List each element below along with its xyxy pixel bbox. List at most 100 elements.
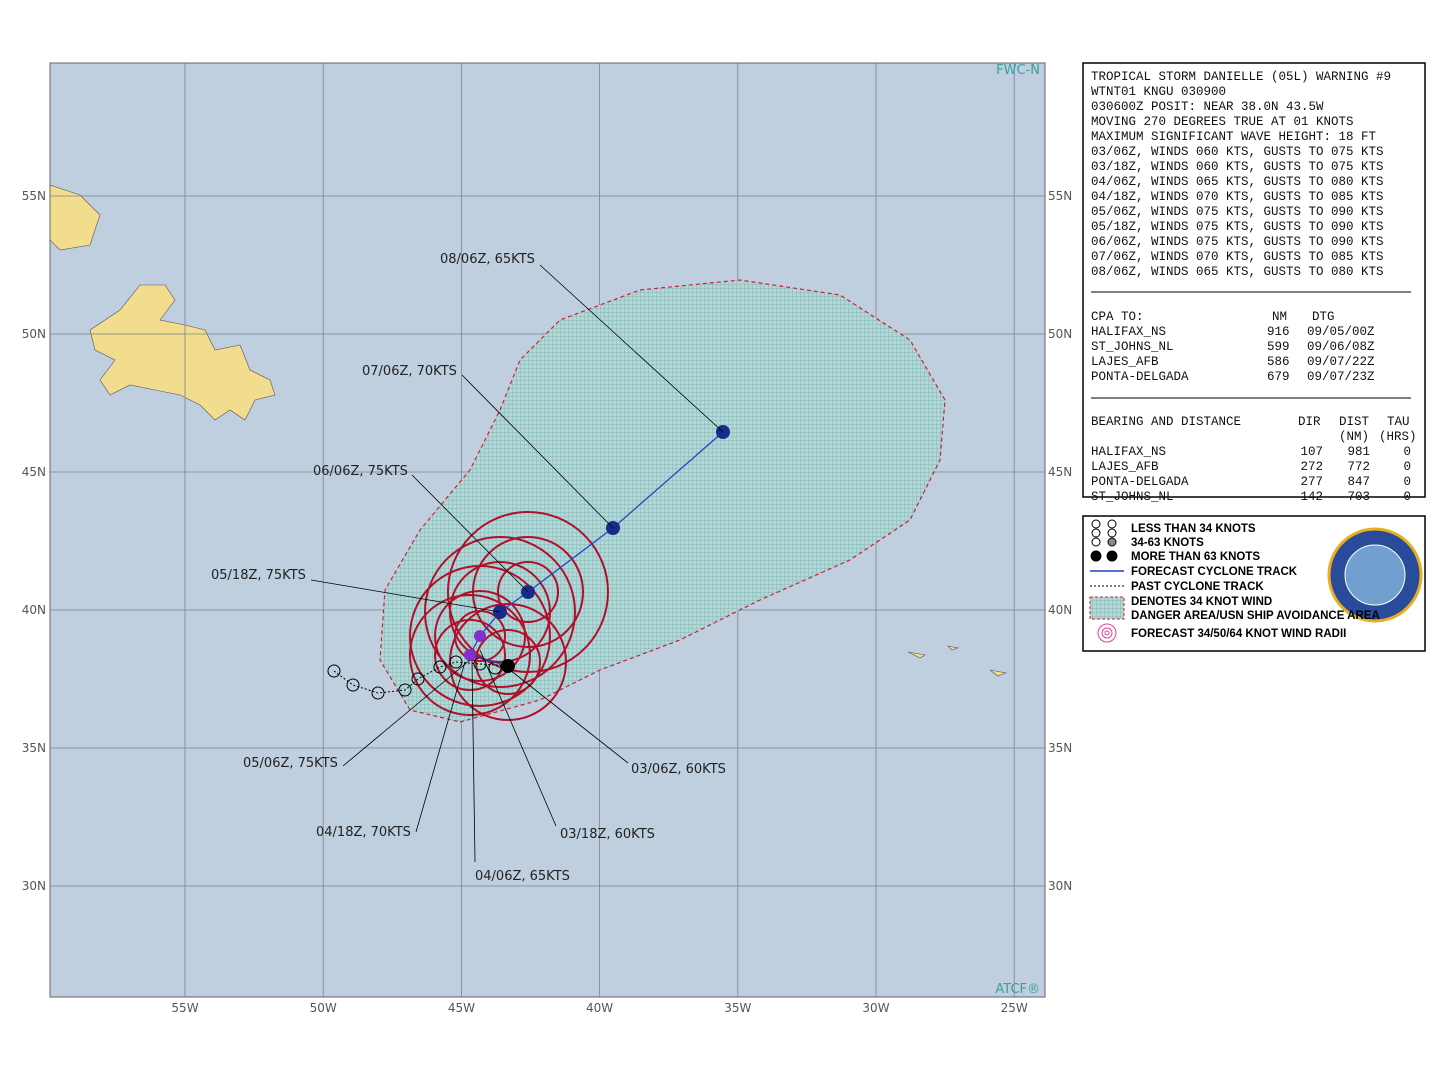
bearing-cell: 981 [1347, 445, 1370, 459]
lat-label: 45N [22, 465, 46, 479]
bearing-cell: 107 [1300, 445, 1323, 459]
legend-text: FORECAST CYCLONE TRACK [1131, 566, 1298, 578]
warning-line: TROPICAL STORM DANIELLE (05L) WARNING #9 [1091, 70, 1391, 84]
lon-label: 35W [724, 1001, 751, 1015]
legend-text: MORE THAN 63 KNOTS [1131, 551, 1260, 563]
forecast-label: 03/18Z, 60KTS [560, 827, 655, 842]
forecast-label: 05/06Z, 75KTS [243, 756, 338, 771]
lat-label: 30N [22, 879, 46, 893]
warning-line: 04/18Z, WINDS 070 KTS, GUSTS TO 085 KTS [1091, 190, 1384, 204]
warning-line: 03/06Z, WINDS 060 KTS, GUSTS TO 075 KTS [1091, 145, 1384, 159]
warning-line: 05/18Z, WINDS 075 KTS, GUSTS TO 090 KTS [1091, 220, 1384, 234]
bearing-cell: 272 [1300, 460, 1323, 474]
wind-radii [409, 511, 609, 721]
cpa-cell: ST_JOHNS_NL [1091, 340, 1174, 354]
map: 08/06Z, 65KTS 07/06Z, 70KTS 06/06Z, 75KTS 0… [50, 63, 1045, 997]
lat-label: 40N [22, 603, 46, 617]
lon-label: 55W [171, 1001, 198, 1015]
warning-line: 030600Z POSIT: NEAR 38.0N 43.5W [1091, 100, 1324, 114]
forecast-label: 06/06Z, 75KTS [313, 464, 408, 479]
cpa-cell: HALIFAX_NS [1091, 325, 1166, 339]
warning-line: MOVING 270 DEGREES TRUE AT 01 KNOTS [1091, 115, 1354, 129]
bearing-subheader: (HRS) [1379, 430, 1417, 444]
warning-line: 03/18Z, WINDS 060 KTS, GUSTS TO 075 KTS [1091, 160, 1384, 174]
bearing-cell: 703 [1347, 490, 1370, 504]
legend-text: FORECAST 34/50/64 KNOT WIND RADII [1131, 628, 1346, 640]
bearing-header: TAU [1387, 415, 1410, 429]
warning-line: 06/06Z, WINDS 075 KTS, GUSTS TO 090 KTS [1091, 235, 1384, 249]
bearing-cell: 277 [1300, 475, 1323, 489]
warning-line: MAXIMUM SIGNIFICANT WAVE HEIGHT: 18 FT [1091, 130, 1377, 144]
corner-label: FWC-N [996, 63, 1040, 78]
warning-line: WTNT01 KNGU 030900 [1091, 85, 1226, 99]
lat-label: 30N [1048, 879, 1072, 893]
cpa-cell: 586 [1267, 355, 1290, 369]
warning-line: 07/06Z, WINDS 070 KTS, GUSTS TO 085 KTS [1091, 250, 1384, 264]
bearing-cell: ST_JOHNS_NL [1091, 490, 1174, 504]
bearing-cell: 0 [1403, 475, 1411, 489]
bearing-cell: HALIFAX_NS [1091, 445, 1166, 459]
lat-label: 45N [1048, 465, 1072, 479]
lat-label: 50N [22, 327, 46, 341]
bearing-cell: 772 [1347, 460, 1370, 474]
forecast-label: 08/06Z, 65KTS [440, 252, 535, 267]
cpa-cell: 09/06/08Z [1307, 340, 1375, 354]
forecast-label: 04/18Z, 70KTS [316, 825, 411, 840]
legend-text: DENOTES 34 KNOT WIND [1131, 596, 1272, 608]
bearing-cell: PONTA-DELGADA [1091, 475, 1189, 489]
lat-label: 55N [22, 189, 46, 203]
warning-line: 05/06Z, WINDS 075 KTS, GUSTS TO 090 KTS [1091, 205, 1384, 219]
cpa-header: DTG [1312, 310, 1335, 324]
bearing-cell: 0 [1403, 445, 1411, 459]
lat-label: 40N [1048, 603, 1072, 617]
cpa-cell: 09/05/00Z [1307, 325, 1375, 339]
cpa-cell: PONTA-DELGADA [1091, 370, 1189, 384]
bearing-cell: 142 [1300, 490, 1323, 504]
legend-text: LESS THAN 34 KNOTS [1131, 523, 1256, 535]
leader-lines [310, 264, 724, 863]
lat-label: 55N [1048, 189, 1072, 203]
bearing-cell: 0 [1403, 490, 1411, 504]
bearing-header: DIR [1298, 415, 1321, 429]
cpa-header: CPA TO: [1091, 310, 1144, 324]
forecast-label: 05/18Z, 75KTS [211, 568, 306, 583]
lat-label: 35N [22, 741, 46, 755]
legend-text: 34-63 KNOTS [1131, 537, 1204, 549]
legend-text: PAST CYCLONE TRACK [1131, 581, 1264, 593]
bearing-header: DIST [1339, 415, 1370, 429]
newfoundland [89, 284, 276, 421]
forecast-label: 03/06Z, 60KTS [631, 762, 726, 777]
bearing-cell: LAJES_AFB [1091, 460, 1159, 474]
forecast-label: 04/06Z, 65KTS [475, 869, 570, 884]
lon-label: 30W [862, 1001, 889, 1015]
lon-label: 50W [310, 1001, 337, 1015]
lat-label: 50N [1048, 327, 1072, 341]
current-position [501, 659, 515, 673]
cpa-cell: 679 [1267, 370, 1290, 384]
cpa-cell: 599 [1267, 340, 1290, 354]
corner-label: ATCF® [995, 982, 1040, 997]
bearing-cell: 0 [1403, 460, 1411, 474]
lon-label: 40W [586, 1001, 613, 1015]
lon-label: 45W [448, 1001, 475, 1015]
legend-icons [1089, 519, 1423, 643]
cpa-header: NM [1272, 310, 1287, 324]
bearing-cell: 847 [1347, 475, 1370, 489]
lat-label: 35N [1048, 741, 1072, 755]
map-frame [49, 62, 1046, 998]
forecast-label: 07/06Z, 70KTS [362, 364, 457, 379]
cpa-cell: 09/07/23Z [1307, 370, 1375, 384]
cpa-cell: 916 [1267, 325, 1290, 339]
cpa-cell: 09/07/22Z [1307, 355, 1375, 369]
warning-line: 08/06Z, WINDS 065 KTS, GUSTS TO 080 KTS [1091, 265, 1384, 279]
danger-area [379, 279, 946, 723]
bearing-subheader: (NM) [1339, 430, 1369, 444]
warning-panel [1082, 62, 1426, 498]
cpa-cell: LAJES_AFB [1091, 355, 1159, 369]
legend-text: DANGER AREA/USN SHIP AVOIDANCE AREA [1131, 610, 1380, 622]
bearing-header: BEARING AND DISTANCE [1091, 415, 1241, 429]
warning-line: 04/06Z, WINDS 065 KTS, GUSTS TO 080 KTS [1091, 175, 1384, 189]
lon-label: 25W [1001, 1001, 1028, 1015]
labrador [50, 184, 101, 251]
